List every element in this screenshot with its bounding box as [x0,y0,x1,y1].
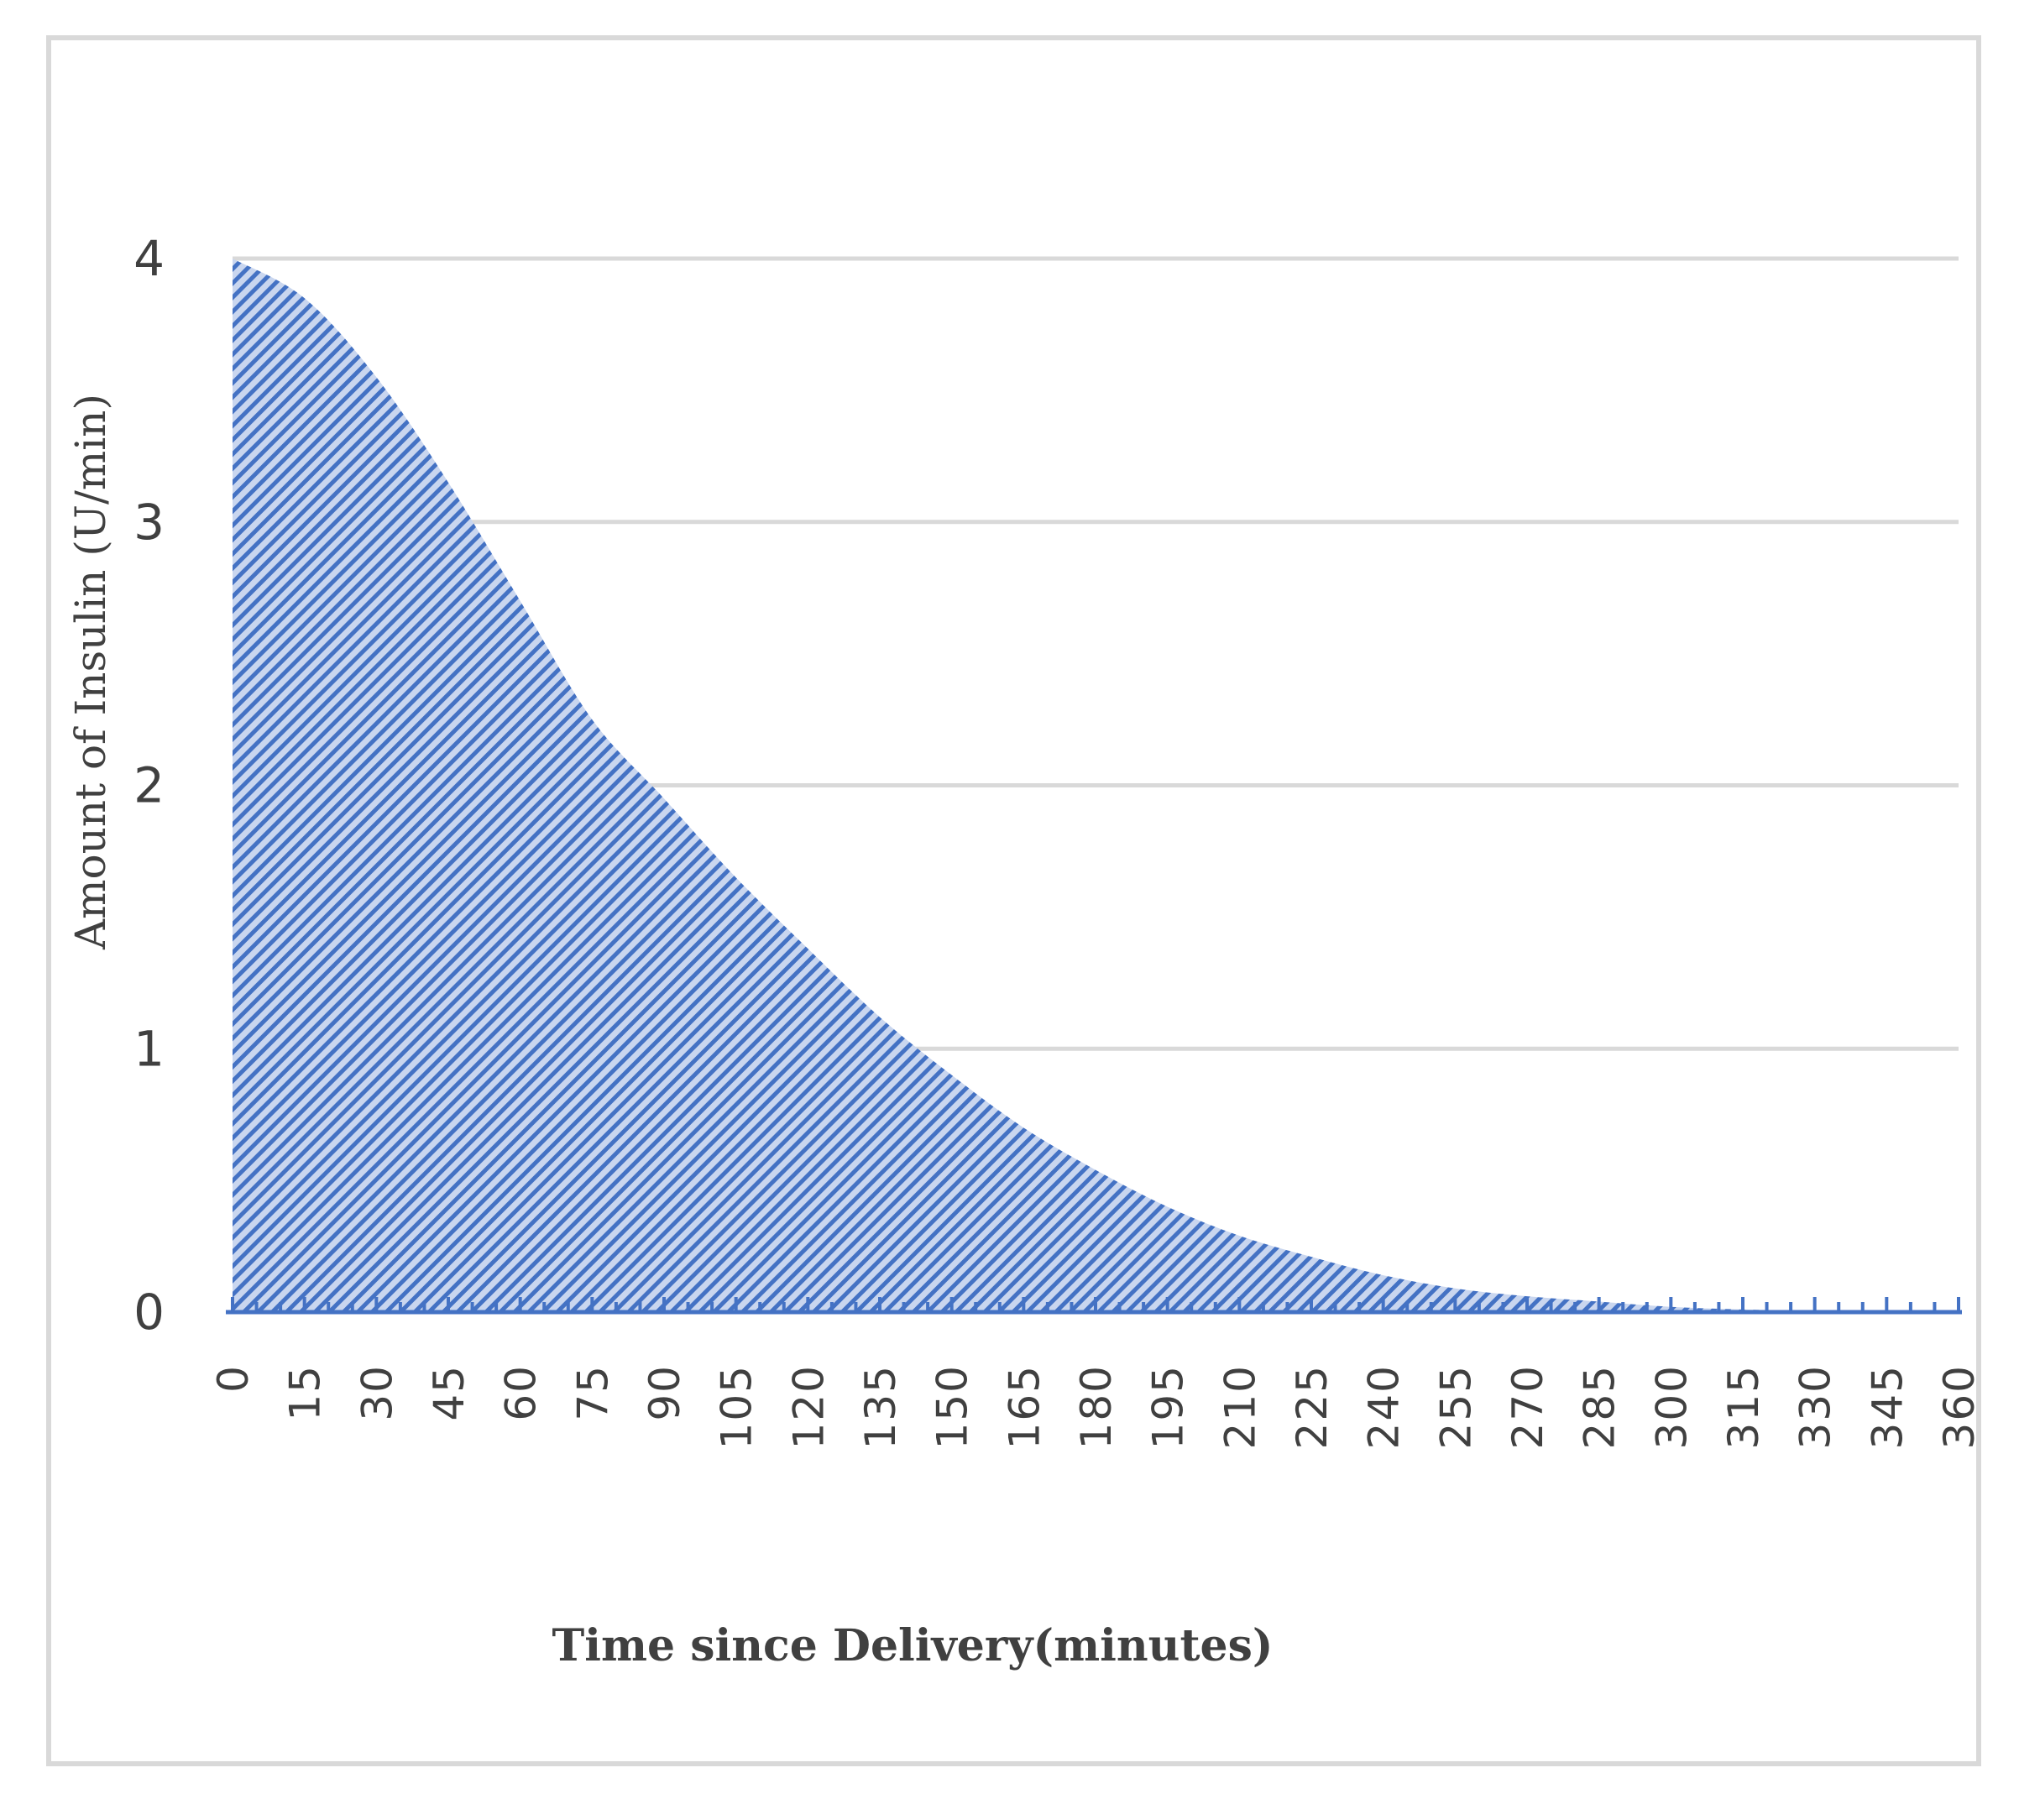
area-series-path [233,259,1959,1312]
x-tick-labels: 0 15 30 45 60 75 90 105 120 135 150 165 180 195 210 225… [209,1364,1984,1449]
x-tick-label: 135 [856,1364,905,1449]
x-tick-label: 0 [209,1364,258,1393]
x-axis-label: Time since Delivery(minutes) [552,1620,1274,1671]
x-tick-label: 120 [784,1364,833,1449]
x-tick-label: 255 [1431,1364,1480,1449]
x-tick-label: 240 [1360,1364,1409,1449]
y-tick-label: 0 [133,1284,165,1341]
x-tick-label: 90 [641,1364,689,1421]
x-tick-label: 45 [425,1364,473,1421]
x-tick-label: 105 [713,1364,761,1449]
x-tick-label: 315 [1719,1364,1768,1449]
y-tick-label: 1 [133,1020,165,1077]
x-tick-label: 165 [1000,1364,1049,1449]
x-tick-label: 225 [1288,1364,1336,1449]
y-tick-labels: 0 1 2 3 4 [133,230,165,1341]
x-tick-label: 300 [1647,1364,1696,1449]
x-tick-label: 60 [497,1364,546,1421]
x-tick-label: 270 [1504,1364,1552,1449]
x-tick-label: 180 [1072,1364,1121,1449]
x-tick-label: 345 [1863,1364,1912,1449]
x-tick-label: 330 [1791,1364,1840,1449]
x-tick-label: 30 [353,1364,401,1421]
x-tick-label: 15 [281,1364,330,1421]
y-axis-label: Amount of Insulin (U/min) [66,394,115,950]
x-tick-label: 360 [1935,1364,1984,1449]
y-tick-label: 3 [133,494,165,551]
y-tick-label: 4 [133,230,165,287]
area-series [233,259,1959,1312]
x-tick-label: 195 [1144,1364,1193,1449]
x-tick-label: 285 [1576,1364,1624,1449]
x-tick-label: 75 [568,1364,617,1421]
y-tick-label: 2 [133,757,165,814]
x-tick-label: 150 [928,1364,977,1449]
x-axis [226,1297,1962,1315]
x-tick-label: 210 [1216,1364,1264,1449]
